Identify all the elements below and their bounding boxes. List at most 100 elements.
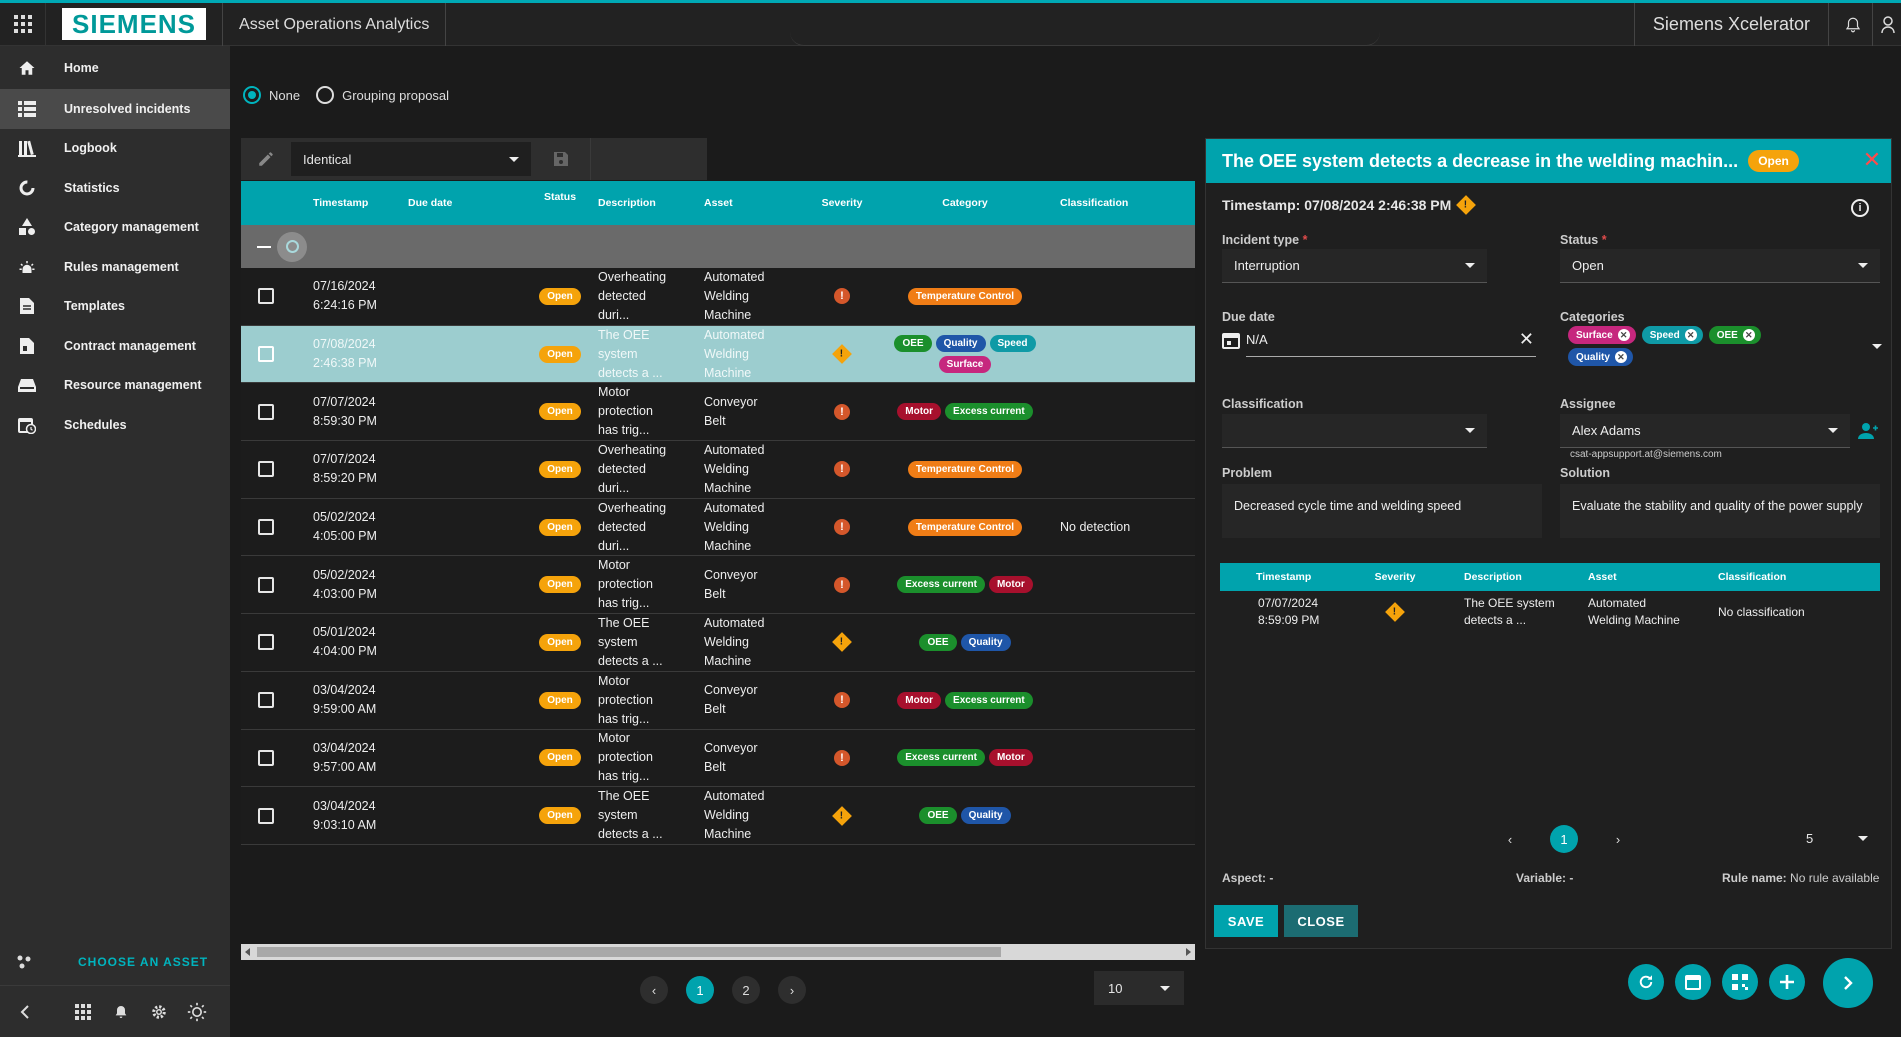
related-page-1-button[interactable]: 1 xyxy=(1550,825,1578,853)
rel-col-classification[interactable]: Classification xyxy=(1718,571,1787,583)
sidebar-item-home[interactable]: Home xyxy=(0,46,230,89)
col-asset[interactable]: Asset xyxy=(704,196,733,209)
next-page-button[interactable]: › xyxy=(1615,831,1621,847)
category-chip[interactable]: OEE ✕ xyxy=(1708,326,1761,344)
chevron-down-icon[interactable] xyxy=(1872,344,1882,349)
choose-asset-button[interactable]: CHOOSE AN ASSET xyxy=(0,947,230,977)
row-checkbox[interactable] xyxy=(258,461,274,478)
table-row[interactable]: 07/07/2024 8:59:30 PM Open Motor protection h… xyxy=(241,383,1195,442)
prev-page-button[interactable]: ‹ xyxy=(1507,831,1513,847)
app-launcher-icon[interactable] xyxy=(0,2,46,46)
row-checkbox[interactable] xyxy=(258,576,274,593)
table-row[interactable]: 03/04/2024 9:59:00 AM Open Motor protection h… xyxy=(241,671,1195,730)
calendar-icon[interactable] xyxy=(1222,331,1240,349)
page-2-button[interactable]: 2 xyxy=(732,976,760,1004)
related-per-page-select[interactable]: 5 xyxy=(1792,821,1882,855)
theme-sun-icon[interactable] xyxy=(178,1002,216,1022)
row-checkbox[interactable] xyxy=(258,807,274,824)
table-row[interactable]: 07/07/2024 8:59:20 PM Open Overheating detec… xyxy=(241,441,1195,499)
close-panel-icon[interactable]: ✕ xyxy=(1862,147,1882,172)
rel-col-severity[interactable]: Severity xyxy=(1374,571,1416,583)
col-description[interactable]: Description xyxy=(598,196,656,209)
expand-panel-icon[interactable] xyxy=(1823,958,1873,1008)
close-button[interactable]: CLOSE xyxy=(1284,905,1358,937)
sidebar-item-rules-management[interactable]: Rules management xyxy=(0,247,230,287)
table-row[interactable]: 05/02/2024 4:05:00 PM Open Overheating detec… xyxy=(241,498,1195,557)
sidebar-item-statistics[interactable]: Statistics xyxy=(0,168,230,208)
rows-per-page-select[interactable]: 10 xyxy=(1094,971,1184,1005)
apps-grid-icon[interactable] xyxy=(64,1003,102,1020)
sidebar-item-templates[interactable]: Templates xyxy=(0,287,230,327)
sidebar-item-unresolved-incidents[interactable]: Unresolved incidents xyxy=(0,89,230,129)
sidebar-item-resource-management[interactable]: Resource management xyxy=(0,366,230,406)
classification-select[interactable] xyxy=(1222,414,1487,448)
col-due-date[interactable]: Due date xyxy=(408,197,453,209)
col-status[interactable]: Status xyxy=(543,191,577,203)
col-classification[interactable]: Classification xyxy=(1060,197,1129,209)
rel-col-timestamp[interactable]: Timestamp xyxy=(1256,571,1312,583)
grouping-none-radio[interactable]: None xyxy=(243,86,300,104)
row-checkbox[interactable] xyxy=(258,403,274,420)
col-severity[interactable]: Severity xyxy=(821,197,863,209)
collapse-sidebar-icon[interactable] xyxy=(0,1004,50,1019)
save-button[interactable]: SAVE xyxy=(1214,905,1278,937)
qr-code-icon[interactable] xyxy=(1722,964,1758,1000)
collapse-minus-icon[interactable] xyxy=(257,245,271,248)
table-row[interactable]: 03/04/2024 9:03:10 AM Open The OEE system det… xyxy=(241,787,1195,845)
row-checkbox[interactable] xyxy=(258,692,274,709)
incident-type-select[interactable]: Interruption xyxy=(1222,249,1487,283)
sidebar-item-contract-management[interactable]: Contract management xyxy=(0,326,230,366)
page-1-button[interactable]: 1 xyxy=(686,976,714,1004)
top-search-handle[interactable] xyxy=(790,30,1380,46)
filter-select[interactable]: Identical xyxy=(291,142,531,176)
category-chip[interactable]: Quality ✕ xyxy=(1568,348,1633,366)
col-timestamp[interactable]: Timestamp xyxy=(313,196,369,209)
save-view-icon[interactable] xyxy=(531,138,591,180)
remove-chip-icon[interactable]: ✕ xyxy=(1617,329,1630,341)
scrollbar-thumb[interactable] xyxy=(257,947,1001,957)
solution-textarea[interactable]: Evaluate the stability and quality of th… xyxy=(1560,484,1880,538)
grouping-proposal-radio[interactable]: Grouping proposal xyxy=(316,86,449,104)
calendar-action-icon[interactable] xyxy=(1675,964,1711,1000)
related-table-row[interactable]: 07/07/2024 8:59:09 PM ! The OEE system d… xyxy=(1220,591,1880,633)
problem-textarea[interactable]: Decreased cycle time and welding speed xyxy=(1222,484,1542,538)
row-checkbox[interactable] xyxy=(258,519,274,536)
remove-chip-icon[interactable]: ✕ xyxy=(1614,351,1627,363)
row-checkbox[interactable] xyxy=(258,288,274,305)
col-category[interactable]: Category xyxy=(942,197,988,209)
rel-col-asset[interactable]: Asset xyxy=(1588,571,1617,583)
refresh-icon[interactable] xyxy=(1628,964,1664,1000)
table-row[interactable]: 07/08/2024 2:46:38 PM Open The OEE system det… xyxy=(241,325,1195,384)
prev-page-button[interactable]: ‹ xyxy=(640,976,668,1004)
clear-date-icon[interactable]: ✕ xyxy=(1518,329,1534,349)
sidebar-item-logbook[interactable]: Logbook xyxy=(0,129,230,169)
settings-gear-icon[interactable] xyxy=(140,1003,178,1021)
assign-user-icon[interactable] xyxy=(1858,422,1878,445)
remove-chip-icon[interactable]: ✕ xyxy=(1742,329,1755,341)
category-chip[interactable]: Surface ✕ xyxy=(1568,326,1636,344)
status-select[interactable]: Open xyxy=(1560,249,1880,283)
sidebar-item-schedules[interactable]: Schedules xyxy=(0,405,230,445)
table-row[interactable]: 05/02/2024 4:03:00 PM Open Motor protection h… xyxy=(241,556,1195,615)
row-checkbox[interactable] xyxy=(258,634,274,651)
assignee-select[interactable]: Alex Adams xyxy=(1560,414,1850,448)
user-icon[interactable] xyxy=(1875,3,1901,46)
table-row[interactable]: 07/16/2024 6:24:16 PM Open Overheating detec… xyxy=(241,268,1195,326)
rel-col-description[interactable]: Description xyxy=(1464,571,1522,583)
bell-icon[interactable] xyxy=(102,1003,140,1021)
horizontal-scrollbar[interactable] xyxy=(241,944,1195,960)
due-date-input[interactable]: N/A ✕ xyxy=(1246,323,1536,357)
row-checkbox[interactable] xyxy=(258,749,274,766)
info-icon[interactable]: i xyxy=(1851,199,1869,217)
group-row[interactable] xyxy=(241,225,1195,268)
notification-bell-icon[interactable] xyxy=(1833,3,1873,46)
row-checkbox[interactable] xyxy=(258,346,274,363)
sidebar-item-category-management[interactable]: Category management xyxy=(0,208,230,248)
next-page-button[interactable]: › xyxy=(778,976,806,1004)
remove-chip-icon[interactable]: ✕ xyxy=(1684,329,1697,341)
edit-pencil-icon[interactable] xyxy=(241,150,291,168)
table-row[interactable]: 03/04/2024 9:57:00 AM Open Motor protection h… xyxy=(241,729,1195,788)
add-icon[interactable] xyxy=(1769,964,1805,1000)
category-chip[interactable]: Speed ✕ xyxy=(1641,326,1703,344)
table-row[interactable]: 05/01/2024 4:04:00 PM Open The OEE system det… xyxy=(241,614,1195,672)
